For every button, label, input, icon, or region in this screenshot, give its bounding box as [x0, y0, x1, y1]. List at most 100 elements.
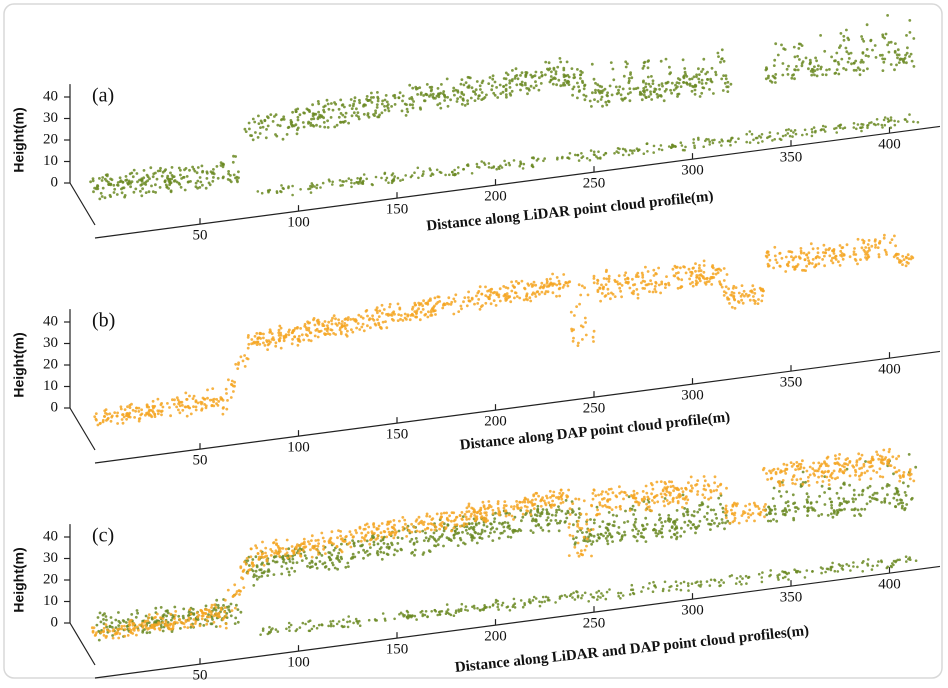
- point: [252, 138, 255, 141]
- point: [811, 570, 814, 573]
- point: [577, 85, 580, 88]
- point: [707, 483, 710, 486]
- point: [888, 502, 891, 505]
- point: [134, 626, 137, 629]
- point: [772, 518, 775, 521]
- point: [871, 49, 874, 52]
- point: [186, 175, 189, 178]
- point: [505, 89, 508, 92]
- point: [560, 510, 563, 513]
- point: [781, 74, 784, 77]
- point: [545, 508, 548, 511]
- point: [211, 616, 214, 619]
- point: [731, 574, 734, 577]
- point: [570, 328, 573, 331]
- point: [213, 603, 216, 606]
- point: [381, 312, 384, 315]
- point: [477, 97, 480, 100]
- point: [453, 534, 456, 537]
- point: [465, 516, 468, 519]
- point: [901, 255, 904, 258]
- point: [188, 619, 191, 622]
- point: [122, 413, 125, 416]
- point: [360, 532, 363, 535]
- point: [272, 338, 275, 341]
- point: [605, 278, 608, 281]
- point: [660, 493, 663, 496]
- point: [470, 515, 473, 518]
- point: [324, 566, 327, 569]
- point: [493, 517, 496, 520]
- point: [641, 499, 644, 502]
- point: [464, 104, 467, 107]
- point: [299, 327, 302, 330]
- point: [493, 520, 496, 523]
- point: [810, 242, 813, 245]
- point: [485, 94, 488, 97]
- point: [559, 595, 562, 598]
- point: [713, 522, 716, 525]
- point: [348, 177, 351, 180]
- point: [694, 581, 697, 584]
- point: [592, 336, 595, 339]
- point: [453, 614, 456, 617]
- point: [593, 330, 596, 333]
- point: [313, 625, 316, 628]
- point: [347, 626, 350, 629]
- point: [592, 492, 595, 495]
- point: [156, 613, 159, 616]
- point: [801, 459, 804, 462]
- point: [586, 538, 589, 541]
- point: [245, 563, 248, 566]
- point: [148, 190, 151, 193]
- point: [577, 520, 580, 523]
- point: [648, 582, 651, 585]
- point: [524, 505, 527, 508]
- point: [635, 528, 638, 531]
- point: [383, 173, 386, 176]
- point: [586, 519, 589, 522]
- point: [866, 470, 869, 473]
- x-tick-label: 150: [386, 642, 409, 658]
- point: [684, 146, 687, 149]
- point: [827, 514, 830, 517]
- point: [125, 179, 128, 182]
- point: [497, 512, 500, 515]
- point: [718, 141, 721, 144]
- point: [710, 579, 713, 582]
- point: [669, 492, 672, 495]
- point: [452, 313, 455, 316]
- point: [675, 272, 678, 275]
- point: [872, 494, 875, 497]
- point: [429, 314, 432, 317]
- point: [566, 61, 569, 64]
- point: [102, 631, 105, 634]
- point: [576, 82, 579, 85]
- point: [583, 499, 586, 502]
- point: [806, 470, 809, 473]
- point: [286, 133, 289, 136]
- point: [618, 492, 621, 495]
- point: [413, 542, 416, 545]
- point: [830, 259, 833, 262]
- x-tick-label: 400: [878, 362, 901, 378]
- point: [264, 344, 267, 347]
- point: [842, 35, 845, 38]
- point: [110, 420, 113, 423]
- point: [897, 48, 900, 51]
- point: [496, 606, 499, 609]
- point: [274, 345, 277, 348]
- point: [102, 421, 105, 424]
- point: [488, 297, 491, 300]
- point: [507, 525, 510, 528]
- point: [595, 591, 598, 594]
- point: [820, 572, 823, 575]
- point: [631, 584, 634, 587]
- point: [314, 324, 317, 327]
- point: [428, 95, 431, 98]
- point: [125, 418, 128, 421]
- point: [596, 513, 599, 516]
- point: [309, 331, 312, 334]
- point: [121, 181, 124, 184]
- point: [820, 513, 823, 516]
